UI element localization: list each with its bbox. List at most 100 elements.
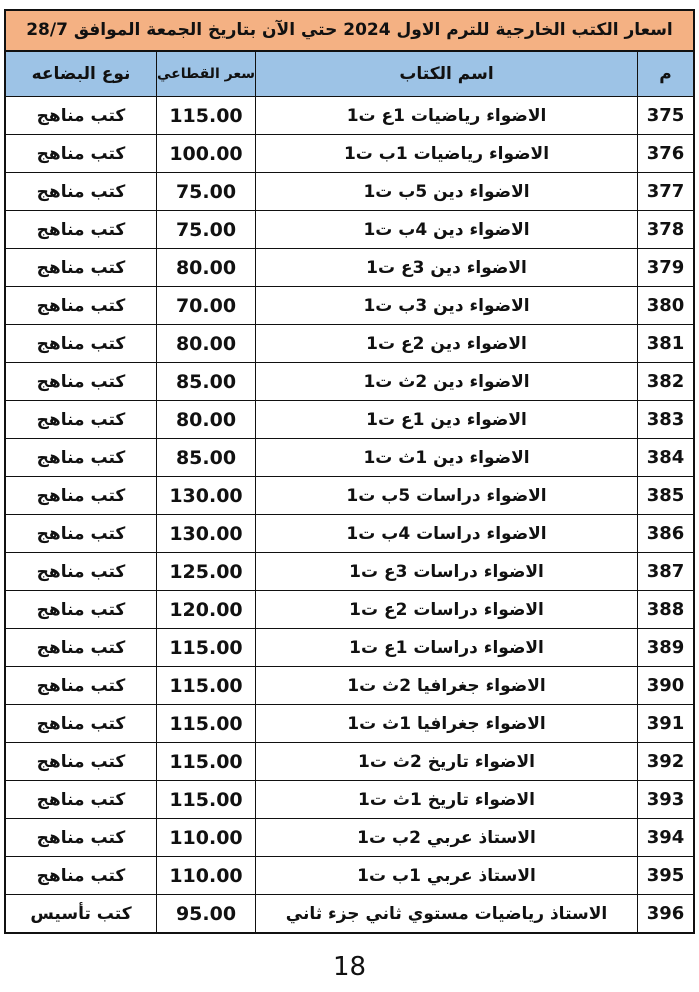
book-name: الاضواء رياضيات 1ع ت1 [255, 96, 638, 135]
book-name: الاستاذ عربي 2ب ت1 [255, 818, 638, 857]
table-row: 385 الاضواء دراسات 5ب ت1 130.00 كتب مناهج [6, 476, 693, 515]
price: 130.00 [156, 514, 256, 553]
goods-type: كتب مناهج [6, 856, 157, 895]
table-row: 383 الاضواء دين 1ع ت1 80.00 كتب مناهج [6, 400, 693, 439]
table-row: 387 الاضواء دراسات 3ع ت1 125.00 كتب مناهج [6, 552, 693, 591]
header-type: نوع البضاعه [6, 52, 157, 97]
row-number: 388 [637, 590, 693, 629]
book-name: الاستاذ عربي 1ب ت1 [255, 856, 638, 895]
table-row: 377 الاضواء دين 5ب ت1 75.00 كتب مناهج [6, 172, 693, 211]
book-name: الاضواء دين 1ع ت1 [255, 400, 638, 439]
row-number: 394 [637, 818, 693, 857]
table-row: 376 الاضواء رياضيات 1ب ت1 100.00 كتب مناهج [6, 134, 693, 173]
book-name: الاضواء جغرافيا 1ث ت1 [255, 704, 638, 743]
price: 115.00 [156, 666, 256, 705]
price: 75.00 [156, 210, 256, 249]
book-name: الاضواء دين 5ب ت1 [255, 172, 638, 211]
table-row: 380 الاضواء دين 3ب ت1 70.00 كتب مناهج [6, 286, 693, 325]
row-number: 396 [637, 894, 693, 932]
row-number: 380 [637, 286, 693, 325]
book-name: الاضواء جغرافيا 2ث ت1 [255, 666, 638, 705]
price: 95.00 [156, 894, 256, 932]
row-number: 382 [637, 362, 693, 401]
row-number: 375 [637, 96, 693, 135]
price: 115.00 [156, 704, 256, 743]
price: 85.00 [156, 438, 256, 477]
goods-type: كتب مناهج [6, 818, 157, 857]
price-table: م اسم الكتاب سعر القطاعي نوع البضاعه 375… [6, 52, 693, 932]
table-row: 379 الاضواء دين 3ع ت1 80.00 كتب مناهج [6, 248, 693, 287]
row-number: 391 [637, 704, 693, 743]
goods-type: كتب مناهج [6, 172, 157, 211]
table-row: 396 الاستاذ رياضيات مستوي ثاني جزء ثاني 95… [6, 894, 693, 932]
price: 100.00 [156, 134, 256, 173]
goods-type: كتب مناهج [6, 400, 157, 439]
price: 85.00 [156, 362, 256, 401]
book-name: الاضواء دين 2ث ت1 [255, 362, 638, 401]
page-number: 18 [332, 952, 367, 982]
goods-type: كتب مناهج [6, 134, 157, 173]
price: 70.00 [156, 286, 256, 325]
row-number: 389 [637, 628, 693, 667]
table-row: 391 الاضواء جغرافيا 1ث ت1 115.00 كتب مناهج [6, 704, 693, 743]
row-number: 392 [637, 742, 693, 781]
table-body: 375 الاضواء رياضيات 1ع ت1 115.00 كتب مناهج 3… [6, 96, 693, 932]
row-number: 376 [637, 134, 693, 173]
table-row: 384 الاضواء دين 1ث ت1 85.00 كتب مناهج [6, 438, 693, 477]
goods-type: كتب مناهج [6, 590, 157, 629]
row-number: 384 [637, 438, 693, 477]
price: 110.00 [156, 856, 256, 895]
book-name: الاضواء دراسات 4ب ت1 [255, 514, 638, 553]
table-row: 392 الاضواء تاريخ 2ث ت1 115.00 كتب مناهج [6, 742, 693, 781]
book-name: الاضواء تاريخ 2ث ت1 [255, 742, 638, 781]
book-name: الاضواء دراسات 5ب ت1 [255, 476, 638, 515]
table-row: 395 الاستاذ عربي 1ب ت1 110.00 كتب مناهج [6, 856, 693, 895]
table-row: 394 الاستاذ عربي 2ب ت1 110.00 كتب مناهج [6, 818, 693, 857]
book-name: الاضواء دراسات 1ع ت1 [255, 628, 638, 667]
row-number: 377 [637, 172, 693, 211]
goods-type: كتب مناهج [6, 704, 157, 743]
book-name: الاستاذ رياضيات مستوي ثاني جزء ثاني [255, 894, 638, 932]
book-name: الاضواء دين 4ب ت1 [255, 210, 638, 249]
price: 80.00 [156, 248, 256, 287]
price: 75.00 [156, 172, 256, 211]
table-row: 382 الاضواء دين 2ث ت1 85.00 كتب مناهج [6, 362, 693, 401]
row-number: 387 [637, 552, 693, 591]
goods-type: كتب مناهج [6, 210, 157, 249]
goods-type: كتب مناهج [6, 286, 157, 325]
goods-type: كتب مناهج [6, 324, 157, 363]
book-name: الاضواء رياضيات 1ب ت1 [255, 134, 638, 173]
price: 115.00 [156, 780, 256, 819]
row-number: 390 [637, 666, 693, 705]
book-name: الاضواء تاريخ 1ث ت1 [255, 780, 638, 819]
goods-type: كتب مناهج [6, 666, 157, 705]
table-row: 386 الاضواء دراسات 4ب ت1 130.00 كتب مناهج [6, 514, 693, 553]
row-number: 386 [637, 514, 693, 553]
row-number: 393 [637, 780, 693, 819]
book-name: الاضواء دين 3ع ت1 [255, 248, 638, 287]
goods-type: كتب مناهج [6, 514, 157, 553]
sheet-title: اسعار الكتب الخارجية للترم الاول 2024 حت… [6, 11, 693, 52]
table-row: 381 الاضواء دين 2ع ت1 80.00 كتب مناهج [6, 324, 693, 363]
price: 110.00 [156, 818, 256, 857]
goods-type: كتب مناهج [6, 780, 157, 819]
price: 130.00 [156, 476, 256, 515]
price-sheet: اسعار الكتب الخارجية للترم الاول 2024 حت… [4, 9, 695, 934]
row-number: 379 [637, 248, 693, 287]
table-row: 388 الاضواء دراسات 2ع ت1 120.00 كتب مناهج [6, 590, 693, 629]
table-row: 389 الاضواء دراسات 1ع ت1 115.00 كتب مناهج [6, 628, 693, 667]
price: 80.00 [156, 400, 256, 439]
table-row: 393 الاضواء تاريخ 1ث ت1 115.00 كتب مناهج [6, 780, 693, 819]
row-number: 381 [637, 324, 693, 363]
row-number: 378 [637, 210, 693, 249]
table-row: 375 الاضواء رياضيات 1ع ت1 115.00 كتب مناهج [6, 96, 693, 135]
header-name: اسم الكتاب [255, 52, 638, 97]
header-no: م [637, 52, 693, 97]
price: 120.00 [156, 590, 256, 629]
goods-type: كتب مناهج [6, 742, 157, 781]
book-name: الاضواء دين 2ع ت1 [255, 324, 638, 363]
table-row: 390 الاضواء جغرافيا 2ث ت1 115.00 كتب مناهج [6, 666, 693, 705]
row-number: 385 [637, 476, 693, 515]
row-number: 383 [637, 400, 693, 439]
goods-type: كتب تأسيس [6, 894, 157, 932]
